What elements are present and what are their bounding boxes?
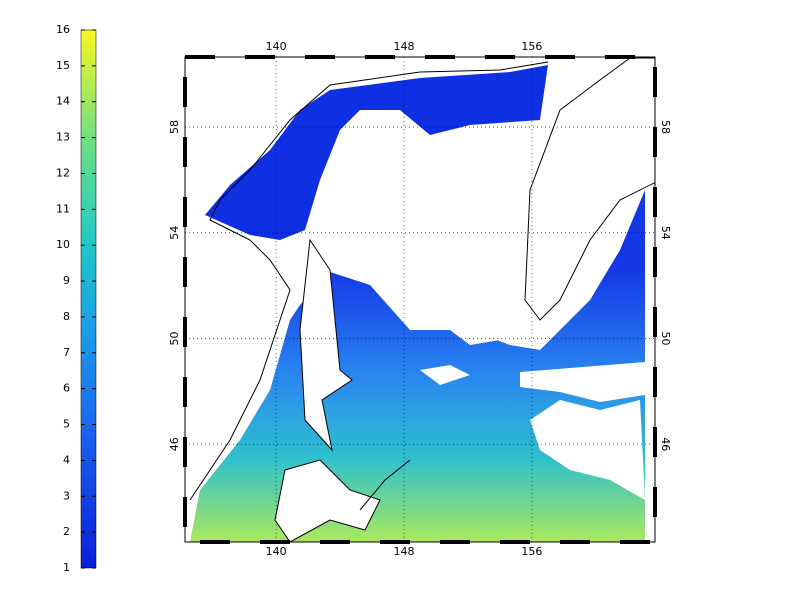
- colorbar-tick-label: 11: [56, 202, 70, 215]
- colorbar-tick-label: 13: [56, 131, 70, 144]
- sst-field: [189, 57, 655, 542]
- colorbar-tick-label: 4: [63, 453, 70, 466]
- colorbar-tick-label: 2: [63, 525, 70, 538]
- lon-label-bottom: 140: [266, 545, 287, 558]
- lat-label-right: 58: [659, 120, 672, 134]
- colorbar-tick-label: 12: [56, 166, 70, 179]
- lat-label-right: 50: [659, 331, 672, 345]
- colorbar-tick-label: 1: [63, 561, 70, 574]
- colorbar-tick-label: 10: [56, 238, 70, 251]
- lat-label-left: 58: [168, 120, 181, 134]
- colorbar-tick-label: 16: [56, 23, 70, 36]
- colorbar-tick-label: 14: [56, 95, 70, 108]
- lat-label-right: 54: [659, 226, 672, 240]
- lon-label-bottom: 156: [521, 545, 542, 558]
- lon-label-top: 140: [266, 40, 287, 53]
- colorbar-tick-label: 6: [63, 382, 70, 395]
- lon-label-bottom: 148: [394, 545, 415, 558]
- colorbar-tick-label: 8: [63, 310, 70, 323]
- lon-label-top: 156: [521, 40, 542, 53]
- lon-label-top: 148: [394, 40, 415, 53]
- lat-label-left: 54: [168, 226, 181, 240]
- colorbar-tick-label: 5: [63, 418, 70, 431]
- colorbar-tick-label: 3: [63, 489, 70, 502]
- lat-label-left: 46: [168, 437, 181, 451]
- colorbar: [80, 29, 97, 569]
- colorbar-tick-label: 9: [63, 274, 70, 287]
- colorbar-tick-label: 15: [56, 59, 70, 72]
- map-frame: [184, 56, 656, 543]
- colorbar-tick-label: 7: [63, 346, 70, 359]
- lat-label-right: 46: [659, 437, 672, 451]
- lat-label-left: 50: [168, 331, 181, 345]
